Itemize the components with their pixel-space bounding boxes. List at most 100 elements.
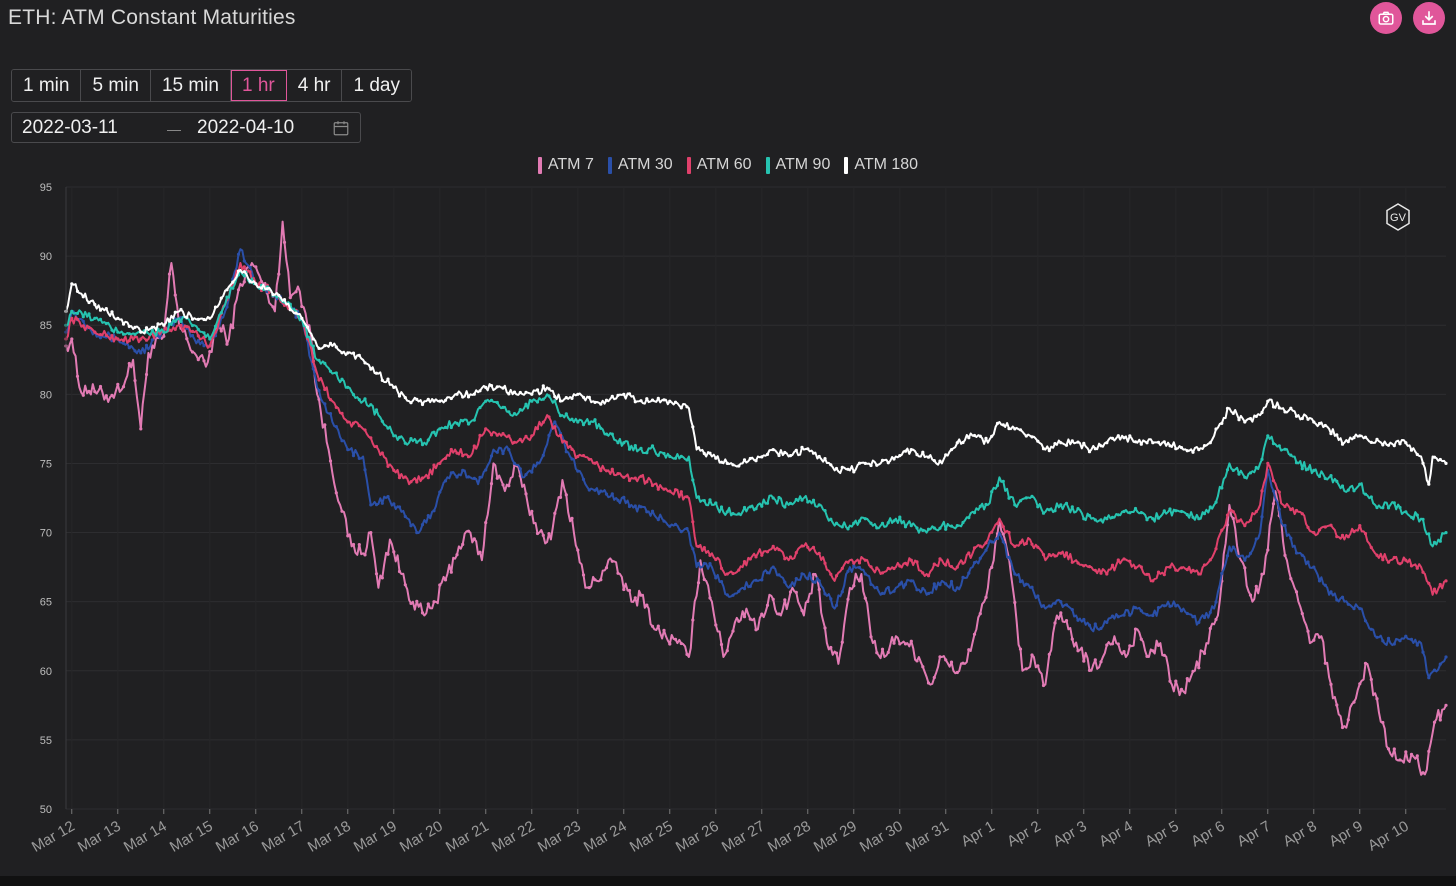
data-point <box>363 428 367 432</box>
download-button[interactable] <box>1413 2 1445 34</box>
data-point <box>627 447 632 451</box>
data-point <box>972 511 977 515</box>
data-point <box>1139 609 1143 613</box>
data-point <box>403 583 407 587</box>
data-point <box>633 400 637 404</box>
data-point <box>616 571 620 575</box>
data-point <box>530 434 534 438</box>
data-point <box>1352 607 1356 611</box>
data-point <box>938 557 942 561</box>
data-point <box>1266 548 1270 552</box>
data-point <box>1191 568 1195 572</box>
series-line <box>65 268 1447 548</box>
data-point <box>311 367 315 371</box>
data-point <box>127 324 131 328</box>
data-point <box>1392 747 1396 751</box>
data-point <box>1231 411 1235 415</box>
data-point <box>455 421 459 425</box>
data-point <box>196 317 200 321</box>
data-point <box>892 519 896 523</box>
start-date-field[interactable]: 2022-03-11 <box>22 117 118 138</box>
data-point <box>1220 421 1224 425</box>
data-point <box>409 437 413 441</box>
data-point <box>852 561 856 565</box>
data-point <box>1317 528 1322 532</box>
date-range-picker[interactable]: 2022-03-11 2022-04-10 <box>11 112 361 143</box>
timeframe-5min-button[interactable]: 5 min <box>81 70 151 101</box>
data-point <box>466 422 471 426</box>
screenshot-button[interactable] <box>1370 2 1402 34</box>
data-point <box>340 411 344 415</box>
calendar-icon[interactable] <box>332 119 350 137</box>
data-point <box>984 541 988 545</box>
data-point <box>225 342 229 346</box>
data-point <box>271 305 275 309</box>
data-point <box>777 573 781 577</box>
data-point <box>748 584 752 588</box>
data-point <box>104 333 108 337</box>
y-tick-label: 85 <box>40 320 52 332</box>
data-point <box>576 420 580 424</box>
data-point <box>1294 590 1299 594</box>
data-point <box>443 425 448 429</box>
legend-label-atm180: ATM 180 <box>854 156 919 173</box>
data-point <box>673 522 678 526</box>
legend-item-atm60[interactable]: ATM 60 <box>686 156 752 174</box>
data-point <box>576 469 580 473</box>
data-point <box>397 505 402 509</box>
data-point <box>386 552 390 556</box>
timeframe-1day-button[interactable]: 1 day <box>342 70 411 101</box>
data-point <box>1151 649 1155 653</box>
data-point <box>1214 617 1218 622</box>
data-point <box>1013 572 1017 576</box>
data-point <box>1156 516 1161 520</box>
data-point <box>1369 677 1373 682</box>
timeframe-4hr-button[interactable]: 4 hr <box>286 70 343 101</box>
legend-label-atm60: ATM 60 <box>696 156 752 173</box>
timeframe-1min-button[interactable]: 1 min <box>12 70 82 101</box>
data-point <box>1093 447 1097 451</box>
legend-item-atm30[interactable]: ATM 30 <box>607 156 673 174</box>
data-point <box>1105 572 1109 576</box>
data-point <box>1030 494 1034 498</box>
data-point <box>915 588 919 592</box>
legend-item-atm180[interactable]: ATM 180 <box>844 156 918 174</box>
data-point <box>386 464 390 468</box>
data-point <box>1409 448 1414 452</box>
data-point <box>1105 441 1109 445</box>
data-point <box>610 394 614 398</box>
data-point <box>70 316 74 320</box>
data-point <box>863 461 867 465</box>
data-point <box>443 398 448 402</box>
data-point <box>294 311 298 315</box>
data-point <box>961 440 965 445</box>
data-point <box>133 335 137 339</box>
data-point <box>1041 447 1046 451</box>
data-point <box>760 455 764 459</box>
data-point <box>926 527 931 531</box>
data-point <box>1346 535 1350 539</box>
data-point <box>1076 440 1080 444</box>
data-point <box>1335 479 1339 483</box>
data-point <box>863 596 867 600</box>
end-date-field[interactable]: 2022-04-10 <box>197 117 295 138</box>
data-point <box>696 495 701 499</box>
data-point <box>880 521 885 525</box>
data-point <box>949 565 954 569</box>
data-point <box>1087 565 1092 569</box>
x-tick-label: Apr 2 <box>1004 818 1044 851</box>
timeframe-1hr-button[interactable]: 1 hr <box>230 70 287 101</box>
data-point <box>1415 513 1419 517</box>
data-point <box>840 525 844 529</box>
legend-item-atm90[interactable]: ATM 90 <box>765 156 830 174</box>
legend-item-atm7[interactable]: ATM 7 <box>537 156 594 174</box>
timeframe-15min-button[interactable]: 15 min <box>150 70 231 101</box>
data-point <box>1375 553 1379 557</box>
data-point <box>1312 468 1316 472</box>
data-point <box>1156 643 1161 647</box>
data-point <box>242 265 246 269</box>
data-point <box>570 516 574 520</box>
data-point <box>139 337 143 341</box>
